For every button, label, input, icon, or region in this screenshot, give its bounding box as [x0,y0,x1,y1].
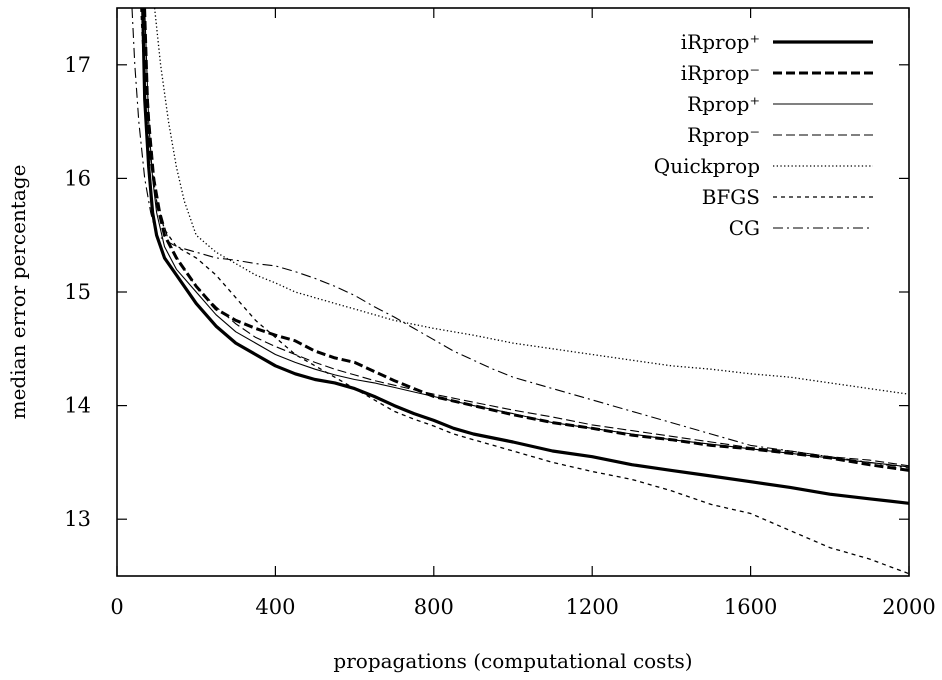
y-tick-label: 16 [64,166,91,190]
series-line-rprop-minus [144,8,909,467]
series-line-irprop-plus [141,8,909,505]
x-tick-label: 1600 [724,595,777,619]
x-tick-label: 0 [110,595,123,619]
legend-label-irprop-minus: iRprop⁻ [681,61,760,85]
x-tick-label: 1200 [565,595,618,619]
series-line-bfgs [140,8,909,575]
x-axis-title: propagations (computational costs) [333,649,692,673]
y-tick-label: 15 [64,280,91,304]
series-layer [131,8,909,575]
y-tick-label: 14 [64,394,91,418]
legend-label-bfgs: BFGS [702,185,760,209]
series-line-irprop-minus [142,8,909,472]
legend: iRprop⁺ iRprop⁻ Rprop⁺ Rprop⁻ Quickprop BFGS C… [654,30,873,240]
x-tick-label: 2000 [882,595,935,619]
legend-label-quickprop: Quickprop [654,154,760,178]
legend-label-cg: CG [729,216,760,240]
series-line-cg [131,8,909,469]
y-tick-label: 17 [64,53,91,77]
series-line-rprop-plus [144,8,909,468]
plot-frame [116,7,910,577]
x-tick-label: 800 [414,595,454,619]
y-axis-title: median error percentage [6,165,30,420]
series-line-quickprop [153,8,909,395]
x-tick-label: 400 [255,595,295,619]
legend-label-rprop-minus: Rprop⁻ [687,123,760,147]
legend-label-irprop-plus: iRprop⁺ [681,30,760,54]
y-tick-label: 13 [64,507,91,531]
ticks-layer: 0 400 800 1200 1600 2000 13 14 15 16 17 [64,8,936,619]
legend-label-rprop-plus: Rprop⁺ [687,92,760,116]
